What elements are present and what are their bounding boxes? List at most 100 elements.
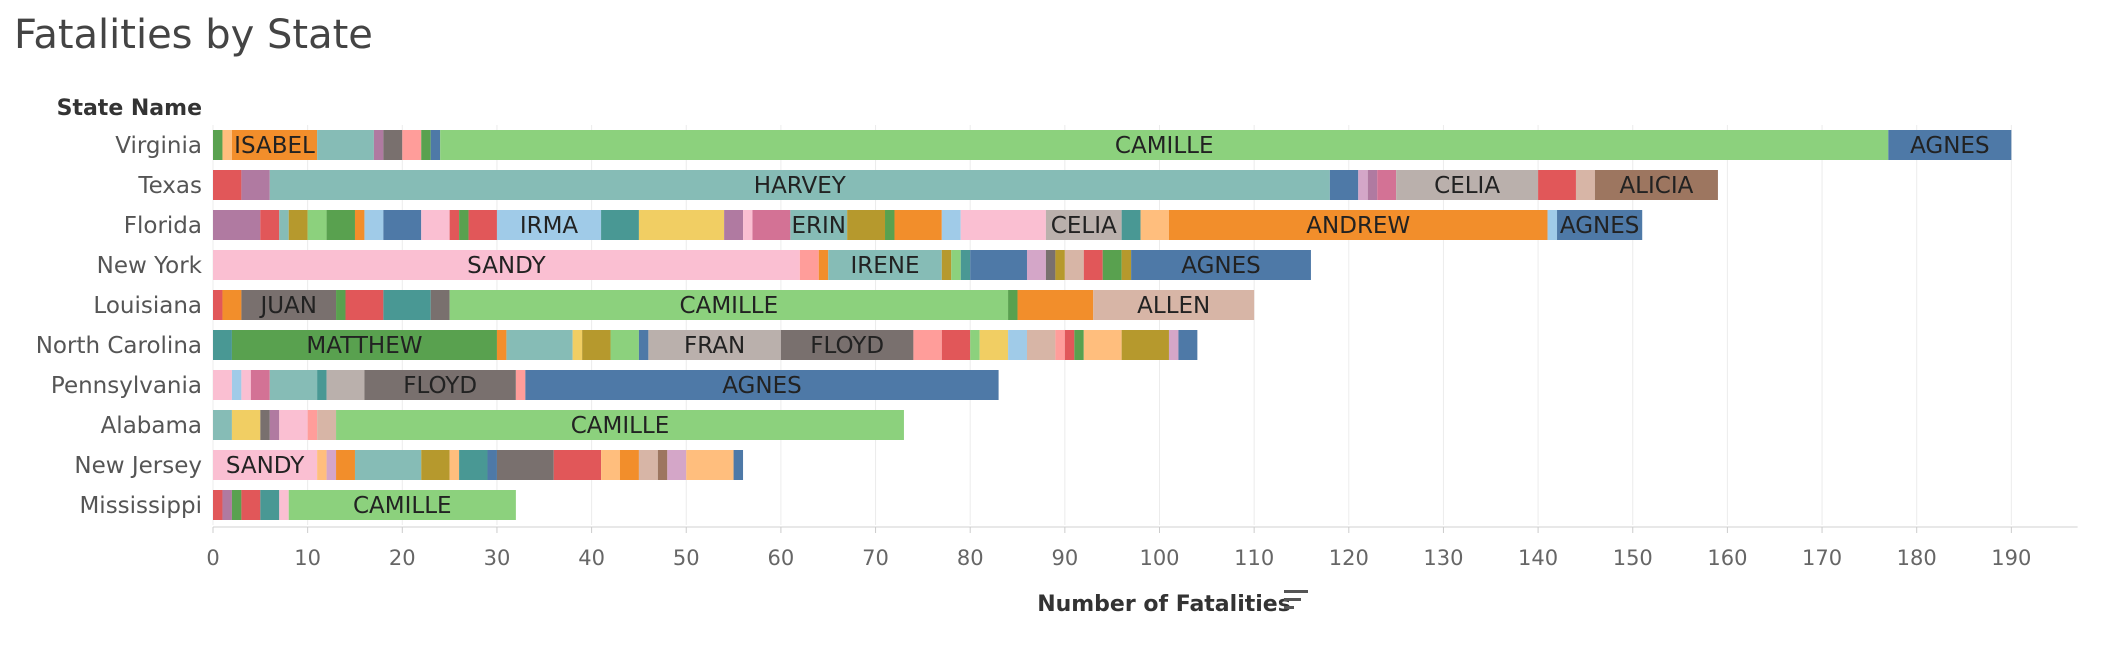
bar-segment[interactable] (213, 210, 261, 240)
bar-segment[interactable] (818, 250, 829, 280)
bar-segment[interactable] (1055, 250, 1065, 280)
bar-segment[interactable] (1064, 330, 1075, 360)
bar-segment[interactable] (317, 450, 327, 480)
bar-segment[interactable] (1538, 170, 1576, 200)
bar-segment[interactable] (383, 210, 422, 240)
bar-segment[interactable] (383, 290, 431, 320)
bar-segment[interactable] (638, 450, 658, 480)
bar-segment[interactable] (1008, 290, 1018, 320)
bar-segment[interactable] (667, 450, 687, 480)
bar-segment[interactable] (364, 210, 384, 240)
bar-segment[interactable] (894, 210, 942, 240)
bar-segment[interactable] (960, 210, 1046, 240)
bar-segment[interactable] (828, 250, 942, 280)
bar-segment[interactable] (326, 370, 365, 400)
bar-segment[interactable] (1178, 330, 1198, 360)
bar-segment[interactable] (213, 170, 242, 200)
bar-segment[interactable] (336, 290, 346, 320)
bar-segment[interactable] (1575, 170, 1595, 200)
bar-segment[interactable] (402, 130, 422, 160)
bar-segment[interactable] (1888, 130, 2012, 160)
bar-segment[interactable] (638, 210, 725, 240)
bar-segment[interactable] (657, 450, 668, 480)
bar-segment[interactable] (231, 410, 261, 440)
bar-segment[interactable] (1140, 210, 1169, 240)
bar-segment[interactable] (260, 410, 270, 440)
bar-segment[interactable] (317, 130, 374, 160)
bar-segment[interactable] (1026, 250, 1046, 280)
bar-segment[interactable] (260, 210, 280, 240)
bar-segment[interactable] (1093, 290, 1255, 320)
bar-segment[interactable] (743, 210, 753, 240)
bar-segment[interactable] (1168, 210, 1548, 240)
bar-segment[interactable] (1131, 250, 1311, 280)
bar-segment[interactable] (1055, 330, 1065, 360)
bar-segment[interactable] (213, 290, 223, 320)
bar-segment[interactable] (269, 170, 1330, 200)
bar-segment[interactable] (449, 210, 460, 240)
bar-segment[interactable] (601, 450, 620, 480)
bar-segment[interactable] (1074, 330, 1084, 360)
bar-segment[interactable] (979, 330, 1009, 360)
bar-segment[interactable] (354, 450, 422, 480)
bar-segment[interactable] (752, 210, 791, 240)
bar-segment[interactable] (638, 330, 649, 360)
bar-segment[interactable] (213, 490, 223, 520)
bar-segment[interactable] (1594, 170, 1718, 200)
bar-segment[interactable] (222, 490, 232, 520)
bar-segment[interactable] (279, 410, 308, 440)
bar-segment[interactable] (459, 450, 488, 480)
bar-segment[interactable] (1557, 210, 1643, 240)
bar-segment[interactable] (506, 330, 573, 360)
bar-segment[interactable] (222, 290, 242, 320)
bar-segment[interactable] (1396, 170, 1539, 200)
bar-segment[interactable] (213, 130, 223, 160)
bar-segment[interactable] (487, 450, 497, 480)
bar-segment[interactable] (231, 490, 242, 520)
bar-segment[interactable] (449, 290, 1009, 320)
bar-segment[interactable] (941, 210, 961, 240)
bar-segment[interactable] (610, 330, 639, 360)
bar-segment[interactable] (241, 370, 251, 400)
bar-segment[interactable] (1547, 210, 1558, 240)
sort-descending-icon[interactable] (1284, 590, 1308, 609)
bar-segment[interactable] (582, 330, 611, 360)
bar-segment[interactable] (440, 130, 1889, 160)
bar-segment[interactable] (307, 410, 318, 440)
bar-segment[interactable] (1026, 330, 1056, 360)
bar-segment[interactable] (1083, 250, 1103, 280)
bar-segment[interactable] (288, 210, 308, 240)
bar-segment[interactable] (421, 450, 450, 480)
bar-segment[interactable] (1008, 330, 1027, 360)
bar-segment[interactable] (515, 370, 526, 400)
bar-segment[interactable] (970, 330, 980, 360)
bar-segment[interactable] (213, 450, 318, 480)
bar-segment[interactable] (496, 210, 602, 240)
bar-segment[interactable] (496, 330, 507, 360)
bar-segment[interactable] (1329, 170, 1359, 200)
bar-segment[interactable] (307, 210, 327, 240)
bar-segment[interactable] (213, 370, 232, 400)
bar-segment[interactable] (383, 130, 403, 160)
bar-segment[interactable] (790, 210, 848, 240)
bar-segment[interactable] (780, 330, 914, 360)
bar-segment[interactable] (885, 210, 895, 240)
bar-segment[interactable] (326, 210, 355, 240)
bar-segment[interactable] (373, 130, 384, 160)
bar-segment[interactable] (317, 370, 327, 400)
bar-segment[interactable] (1367, 170, 1378, 200)
bar-segment[interactable] (960, 250, 971, 280)
bar-segment[interactable] (430, 130, 441, 160)
bar-segment[interactable] (336, 450, 355, 480)
bar-segment[interactable] (354, 210, 365, 240)
bar-segment[interactable] (1083, 330, 1122, 360)
bar-segment[interactable] (250, 370, 270, 400)
bar-segment[interactable] (496, 450, 554, 480)
bar-segment[interactable] (213, 250, 800, 280)
bar-segment[interactable] (525, 370, 999, 400)
bar-segment[interactable] (279, 210, 289, 240)
bar-segment[interactable] (648, 330, 781, 360)
bar-segment[interactable] (601, 210, 639, 240)
bar-segment[interactable] (1017, 290, 1094, 320)
bar-segment[interactable] (269, 410, 280, 440)
